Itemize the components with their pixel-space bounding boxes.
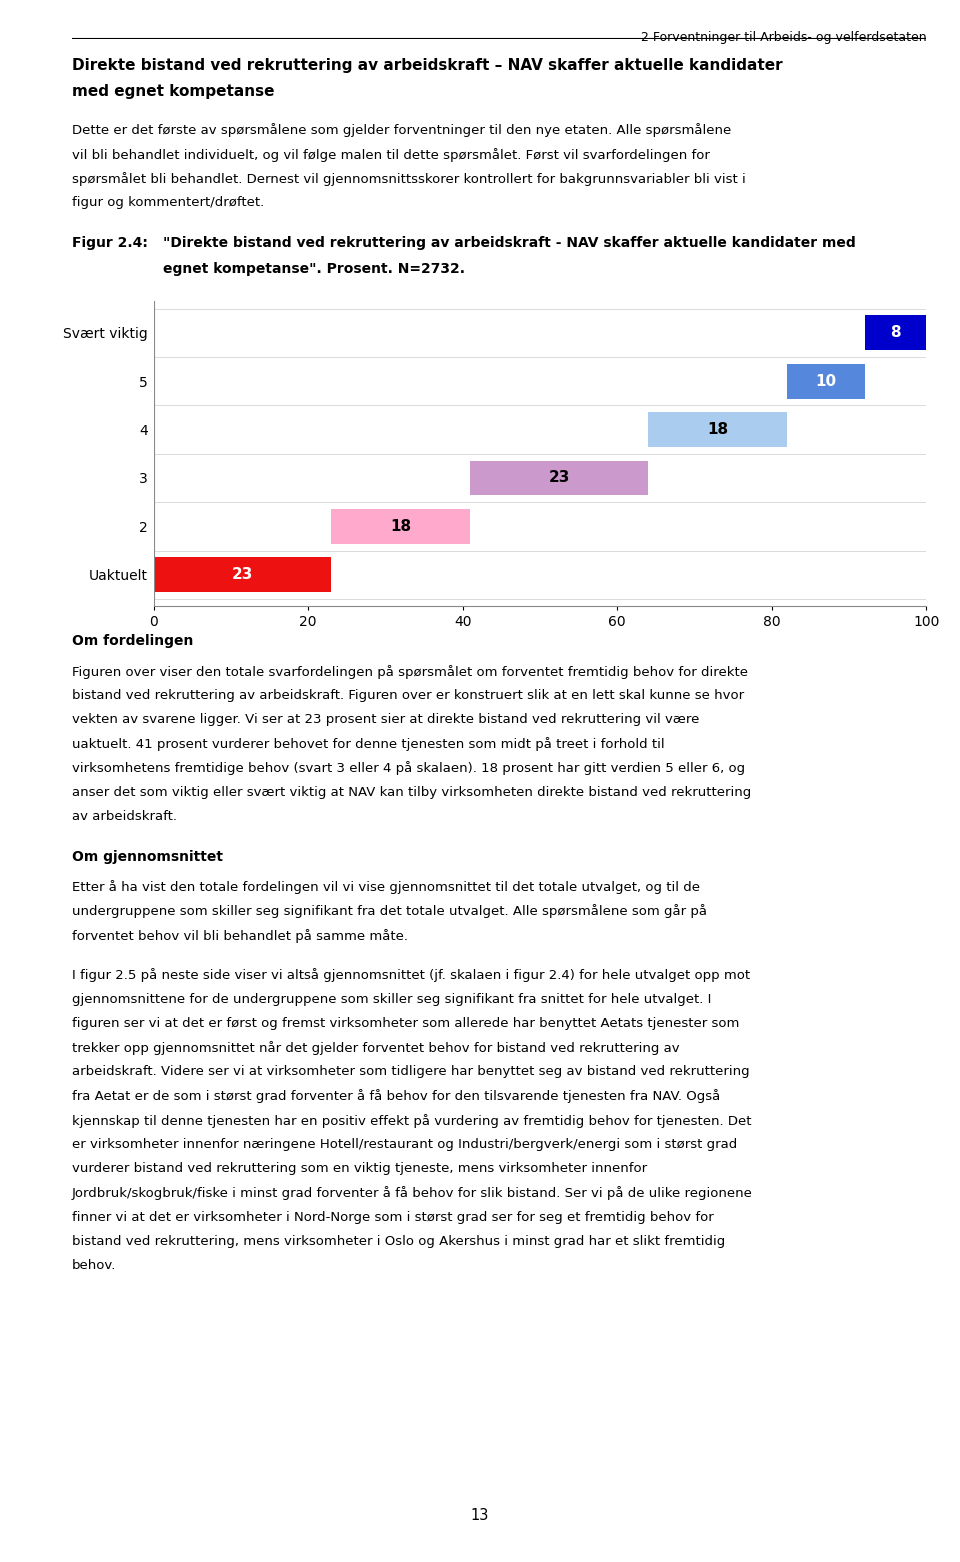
Text: forventet behov vil bli behandlet på samme måte.: forventet behov vil bli behandlet på sam… xyxy=(72,928,408,942)
Text: virksomhetens fremtidige behov (svart 3 eller 4 på skalaen). 18 prosent har gitt: virksomhetens fremtidige behov (svart 3 … xyxy=(72,761,745,775)
Text: spørsmålet bli behandlet. Dernest vil gjennomsnittsskorer kontrollert for bakgru: spørsmålet bli behandlet. Dernest vil gj… xyxy=(72,172,746,186)
Text: finner vi at det er virksomheter i Nord-Norge som i størst grad ser for seg et f: finner vi at det er virksomheter i Nord-… xyxy=(72,1211,713,1223)
Text: figur og kommentert/drøftet.: figur og kommentert/drøftet. xyxy=(72,197,264,209)
Bar xyxy=(865,316,926,350)
Text: vil bli behandlet individuelt, og vil følge malen til dette spørsmålet. Først vi: vil bli behandlet individuelt, og vil fø… xyxy=(72,148,709,161)
Bar xyxy=(154,558,331,592)
Text: gjennomsnittene for de undergruppene som skiller seg signifikant fra snittet for: gjennomsnittene for de undergruppene som… xyxy=(72,992,711,1006)
Text: 13: 13 xyxy=(470,1507,490,1523)
Text: Direkte bistand ved rekruttering av arbeidskraft – NAV skaffer aktuelle kandidat: Direkte bistand ved rekruttering av arbe… xyxy=(72,58,782,73)
Text: Om gjennomsnittet: Om gjennomsnittet xyxy=(72,850,223,864)
Text: Dette er det første av spørsmålene som gjelder forventninger til den nye etaten.: Dette er det første av spørsmålene som g… xyxy=(72,123,732,137)
Text: undergruppene som skiller seg signifikant fra det totale utvalget. Alle spørsmål: undergruppene som skiller seg signifikan… xyxy=(72,904,707,918)
Text: Figur 2.4:: Figur 2.4: xyxy=(72,236,148,250)
Text: 2 Forventninger til Arbeids- og velferdsetaten: 2 Forventninger til Arbeids- og velferds… xyxy=(640,31,926,44)
Text: trekker opp gjennomsnittet når det gjelder forventet behov for bistand ved rekru: trekker opp gjennomsnittet når det gjeld… xyxy=(72,1040,680,1054)
Text: arbeidskraft. Videre ser vi at virksomheter som tidligere har benyttet seg av bi: arbeidskraft. Videre ser vi at virksomhe… xyxy=(72,1065,750,1078)
Text: vurderer bistand ved rekruttering som en viktig tjeneste, mens virksomheter inne: vurderer bistand ved rekruttering som en… xyxy=(72,1162,647,1175)
Text: I figur 2.5 på neste side viser vi altså gjennomsnittet (jf. skalaen i figur 2.4: I figur 2.5 på neste side viser vi altså… xyxy=(72,968,750,982)
Text: Etter å ha vist den totale fordelingen vil vi vise gjennomsnittet til det totale: Etter å ha vist den totale fordelingen v… xyxy=(72,879,700,893)
Text: behov.: behov. xyxy=(72,1259,116,1271)
Text: Jordbruk/skogbruk/fiske i minst grad forventer å få behov for slik bistand. Ser : Jordbruk/skogbruk/fiske i minst grad for… xyxy=(72,1187,753,1200)
Text: er virksomheter innenfor næringene Hotell/restaurant og Industri/bergverk/energi: er virksomheter innenfor næringene Hotel… xyxy=(72,1137,737,1151)
Text: 23: 23 xyxy=(548,470,570,486)
Text: bistand ved rekruttering, mens virksomheter i Oslo og Akershus i minst grad har : bistand ved rekruttering, mens virksomhe… xyxy=(72,1234,725,1248)
Bar xyxy=(331,509,470,544)
Text: 10: 10 xyxy=(815,373,836,389)
Text: Figuren over viser den totale svarfordelingen på spørsmålet om forventet fremtid: Figuren over viser den totale svarfordel… xyxy=(72,664,748,678)
Text: anser det som viktig eller svært viktig at NAV kan tilby virksomheten direkte bi: anser det som viktig eller svært viktig … xyxy=(72,786,752,798)
Text: bistand ved rekruttering av arbeidskraft. Figuren over er konstruert slik at en : bistand ved rekruttering av arbeidskraft… xyxy=(72,689,744,701)
Text: av arbeidskraft.: av arbeidskraft. xyxy=(72,809,177,823)
Text: 8: 8 xyxy=(890,325,900,341)
Text: 18: 18 xyxy=(391,519,412,534)
Text: 23: 23 xyxy=(231,567,253,583)
Text: kjennskap til denne tjenesten har en positiv effekt på vurdering av fremtidig be: kjennskap til denne tjenesten har en pos… xyxy=(72,1114,752,1128)
Text: egnet kompetanse". Prosent. N=2732.: egnet kompetanse". Prosent. N=2732. xyxy=(163,262,466,276)
Bar xyxy=(470,461,648,495)
Text: vekten av svarene ligger. Vi ser at 23 prosent sier at direkte bistand ved rekru: vekten av svarene ligger. Vi ser at 23 p… xyxy=(72,712,700,726)
Bar xyxy=(648,412,787,447)
Text: Om fordelingen: Om fordelingen xyxy=(72,634,193,648)
Text: "Direkte bistand ved rekruttering av arbeidskraft - NAV skaffer aktuelle kandida: "Direkte bistand ved rekruttering av arb… xyxy=(163,236,856,250)
Text: uaktuelt. 41 prosent vurderer behovet for denne tjenesten som midt på treet i fo: uaktuelt. 41 prosent vurderer behovet fo… xyxy=(72,737,664,751)
Text: med egnet kompetanse: med egnet kompetanse xyxy=(72,84,275,100)
Text: 18: 18 xyxy=(708,422,729,437)
Text: figuren ser vi at det er først og fremst virksomheter som allerede har benyttet : figuren ser vi at det er først og fremst… xyxy=(72,1017,739,1029)
Bar xyxy=(787,364,865,398)
Text: fra Aetat er de som i størst grad forventer å få behov for den tilsvarende tjene: fra Aetat er de som i størst grad forven… xyxy=(72,1089,720,1103)
